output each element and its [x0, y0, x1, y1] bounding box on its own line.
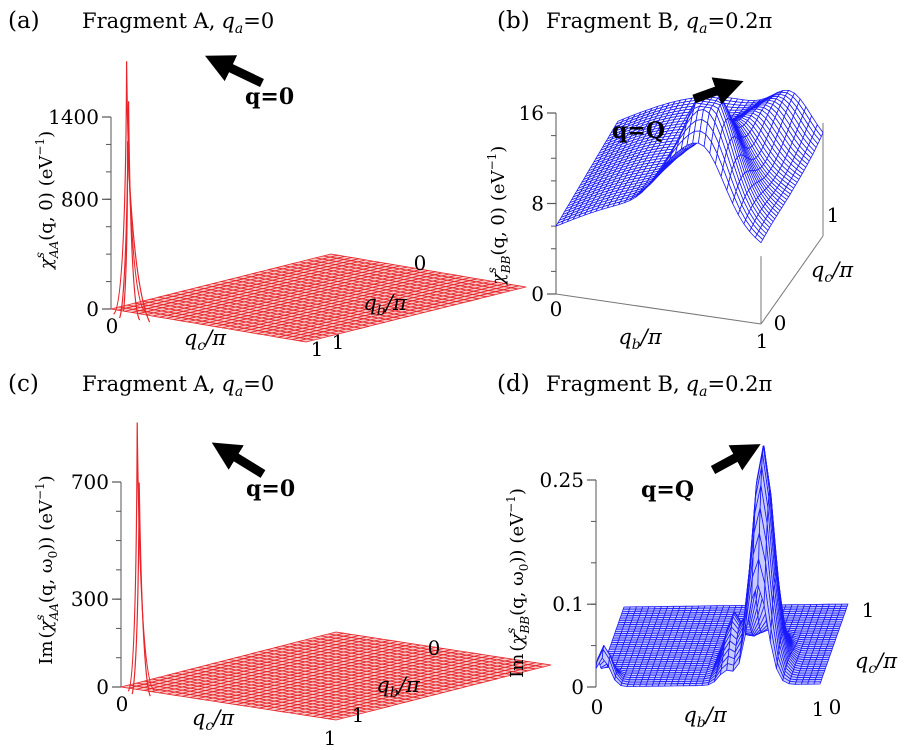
x-axis-label-a: qc/π	[184, 326, 227, 354]
surface-plot-a: 0 800 1400 0 1 qc/π 0 1 qb/π	[48, 61, 527, 361]
svg-text:χsBB(q, 0)(eV−1): χsBB(q, 0)(eV−1)	[485, 146, 513, 287]
x-tick-label-b-0: 0	[550, 297, 563, 321]
surface-peak-a	[113, 61, 151, 323]
surface-b-surface	[555, 90, 824, 244]
x-tick-label-c-1: 1	[324, 726, 337, 750]
y-axis-label-a: qb/π	[363, 291, 407, 319]
annotation-arrow-b	[692, 77, 744, 105]
x-tick-label-c-0: 0	[116, 692, 129, 716]
annotation-arrow-c	[211, 442, 266, 478]
z-axis-d: 0 0.1 0.25	[539, 468, 597, 699]
surface-a-surface	[110, 253, 527, 343]
svg-text:Im(χsBB(q, ω0))(eV−1): Im(χsBB(q, ω0))(eV−1)	[504, 488, 532, 678]
z-axis-label-d: Im(χsBB(q, ω0))(eV−1)	[504, 488, 532, 678]
z-tick-label-b-1: 8	[531, 192, 544, 216]
surface-c-surface	[120, 631, 552, 721]
box-edge-b-right	[760, 235, 824, 325]
x-axis-label-c: qc/π	[192, 706, 235, 734]
annotation-arrow-a	[205, 55, 264, 88]
svg-text:χsAA(q, 0)(eV−1): χsAA(q, 0)(eV−1)	[33, 131, 61, 271]
y-tick-label-d-1: 1	[862, 598, 875, 622]
peak-line-c-2	[131, 482, 151, 697]
z-tick-label-d-0: 0	[571, 675, 584, 699]
surface-d-surface	[595, 445, 849, 687]
x-tick-label-d-1: 1	[812, 697, 825, 721]
panel-a: (a) Fragment A, qa=0 0 800 1400 0 1 qc/π 0 1 qb/π…	[8, 8, 527, 361]
x-tick-label-d-0: 0	[591, 695, 604, 719]
z-tick-label-b-0: 0	[531, 282, 544, 306]
panel-d: (d) Fragment B, qa=0.2π 00.10.250 1qb/π 01q…	[497, 371, 898, 731]
peak-line-a-1	[113, 61, 147, 315]
annotation-text-a: q=0	[245, 84, 294, 110]
panel-d-label: (d)	[497, 371, 530, 397]
surface-plot-c: 0 300 700 0 1 qc/π 0 1 qb/π	[71, 422, 552, 750]
z-tick-label-c-2: 700	[71, 470, 109, 494]
surface-peak-c	[127, 422, 155, 697]
z-tick-label-b-2: 16	[519, 101, 544, 125]
annotation-arrow-d	[710, 444, 761, 474]
x-tick-label-a-1: 1	[311, 337, 324, 361]
peak-line-c-1	[127, 422, 155, 692]
y-tick-label-d-0: 0	[829, 695, 842, 719]
z-tick-label-c-1: 300	[71, 587, 109, 611]
panel-c: (c) Fragment A, qa=0 030070001qc/π01qb/π …	[8, 371, 552, 750]
panel-a-title: Fragment A, qa=0	[82, 9, 274, 37]
panel-c-label: (c)	[8, 371, 39, 397]
y-tick-label-b-1: 1	[827, 203, 840, 227]
z-axis-a: 0 800 1400	[48, 105, 112, 321]
z-tick-label-d-2: 0.25	[539, 468, 584, 492]
annotation-d: q=Q	[641, 444, 761, 503]
y-axis-label-d: qc/π	[855, 649, 898, 677]
panel-b: (b) Fragment B, qa=0.2π 081601qb/π01qc/π …	[485, 8, 854, 353]
y-tick-label-b-0: 0	[774, 311, 787, 335]
z-axis-label-c: Im(χsAA(q, ω0))(eV−1)	[33, 475, 61, 664]
box-edge-b-front	[555, 293, 762, 325]
y-axis-label-c: qb/π	[376, 673, 420, 701]
peak-line-a-3	[123, 141, 151, 323]
x-tick-label-a-0: 0	[106, 314, 119, 338]
annotation-text-b: q=Q	[612, 118, 665, 144]
annotation-text-d: q=Q	[641, 477, 694, 503]
panel-d-title: Fragment B, qa=0.2π	[546, 372, 772, 400]
panel-b-title: Fragment B, qa=0.2π	[546, 9, 772, 37]
z-axis-c: 0 300 700	[71, 470, 122, 699]
peak-line-a-2	[119, 101, 141, 321]
y-axis-label-b: qc/π	[811, 258, 854, 286]
z-axis-label-a: χsAA(q, 0)(eV−1)	[33, 131, 61, 271]
svg-text:Im(χsAA(q, ω0))(eV−1): Im(χsAA(q, ω0))(eV−1)	[33, 475, 61, 664]
z-tick-label-a-2: 1400	[48, 105, 99, 129]
annotation-b: q=Q	[612, 77, 744, 144]
y-tick-label-c-1: 1	[352, 703, 365, 727]
x-axis-label-b: qb/π	[618, 325, 662, 353]
panel-a-label: (a)	[8, 8, 40, 34]
y-tick-label-c-0: 0	[428, 636, 441, 660]
y-tick-label-a-1: 1	[332, 330, 345, 354]
z-axis-label-b: χsBB(q, 0)(eV−1)	[485, 146, 513, 287]
z-tick-label-a-1: 800	[61, 187, 99, 211]
panel-b-label: (b)	[497, 8, 530, 34]
x-axis-label-d: qb/π	[683, 703, 727, 731]
annotation-text-c: q=0	[246, 476, 295, 502]
panel-c-title: Fragment A, qa=0	[82, 372, 274, 400]
y-tick-label-a-0: 0	[414, 251, 427, 275]
annotation-c: q=0	[211, 442, 295, 502]
z-axis-b: 0 8 16	[519, 101, 556, 306]
z-tick-label-c-0: 0	[96, 675, 109, 699]
x-tick-label-b-1: 1	[756, 329, 769, 353]
z-tick-label-a-0: 0	[86, 297, 99, 321]
annotation-a: q=0	[205, 55, 294, 110]
z-tick-label-d-1: 0.1	[552, 592, 584, 616]
